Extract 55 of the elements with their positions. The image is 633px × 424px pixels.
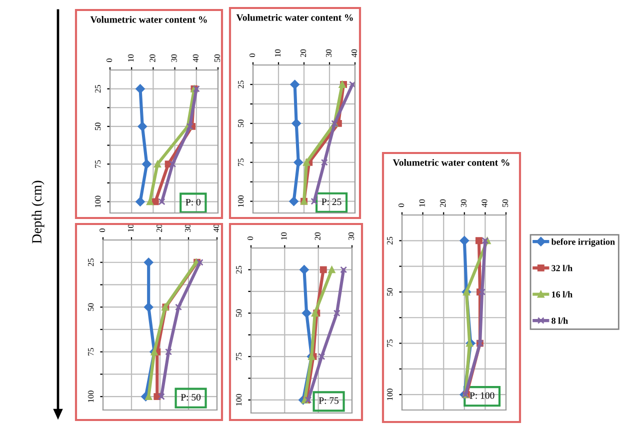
y-tick-label: 25: [88, 258, 94, 266]
legend-label: before irrigation: [551, 238, 615, 247]
x-tick-label: 0: [99, 228, 106, 232]
y-tick-label: 75: [95, 160, 101, 168]
legend-label: 16 l/h: [552, 291, 572, 298]
y-tick-label: 100: [387, 388, 393, 400]
y-tick-label: 75: [88, 348, 94, 356]
y-tick-label: 50: [387, 288, 393, 296]
y-tick-label: 25: [387, 236, 393, 244]
x-tick-label: 10: [419, 199, 425, 207]
y-tick-label: 25: [238, 80, 244, 88]
y-tick-label: 100: [238, 195, 244, 207]
y-tick-label: 75: [238, 158, 244, 166]
y-tick-label: 75: [236, 352, 242, 360]
chart-title: Volumetric water content %: [236, 14, 353, 21]
x-tick-label: 0: [247, 236, 254, 240]
annotation: P: 0: [186, 198, 200, 206]
x-tick-label: 20: [150, 54, 156, 62]
x-tick-label: 30: [348, 232, 354, 240]
x-tick-label: 20: [440, 199, 446, 207]
x-tick-label: 40: [351, 49, 358, 58]
y-tick-label: 50: [236, 309, 242, 317]
annotation: P: 75: [318, 397, 339, 404]
y-tick-label: 100: [95, 196, 101, 208]
x-tick-label: 30: [326, 49, 332, 57]
chart-title: Volumetric water content %: [392, 159, 510, 166]
annotation: P: 100: [470, 392, 494, 399]
x-tick-label: 0: [398, 204, 404, 208]
y-tick-label: 100: [88, 390, 94, 402]
x-tick-label: 40: [192, 54, 198, 62]
y-tick-label: 75: [387, 339, 393, 347]
x-tick-label: 50: [502, 199, 508, 207]
x-tick-label: 20: [300, 49, 306, 57]
x-tick-label: 0: [249, 54, 256, 58]
y-tick-label: 50: [95, 122, 101, 130]
x-tick-label: 10: [274, 49, 281, 57]
legend-label: 8 l/h: [552, 317, 568, 324]
annotation: P: 50: [180, 394, 201, 401]
y-tick-label: 25: [236, 266, 242, 274]
y-tick-label: 25: [95, 84, 101, 93]
y-axis-title: Depth (cm): [32, 180, 44, 244]
x-tick-label: 30: [460, 199, 466, 207]
x-tick-label: 10: [281, 232, 287, 240]
x-tick-label: 10: [128, 54, 134, 62]
y-tick-label: 100: [236, 394, 242, 406]
annotation: P: 25: [322, 198, 342, 206]
legend-label: 32 l/h: [552, 264, 572, 272]
chart-title: Volumetric water content %: [90, 16, 207, 23]
y-tick-label: 50: [88, 303, 94, 311]
x-tick-label: 0: [106, 58, 112, 62]
x-tick-label: 40: [482, 199, 488, 208]
x-tick-label: 30: [171, 54, 177, 62]
y-tick-label: 50: [238, 120, 244, 128]
x-tick-label: 20: [314, 232, 320, 240]
x-tick-label: 50: [214, 54, 220, 62]
